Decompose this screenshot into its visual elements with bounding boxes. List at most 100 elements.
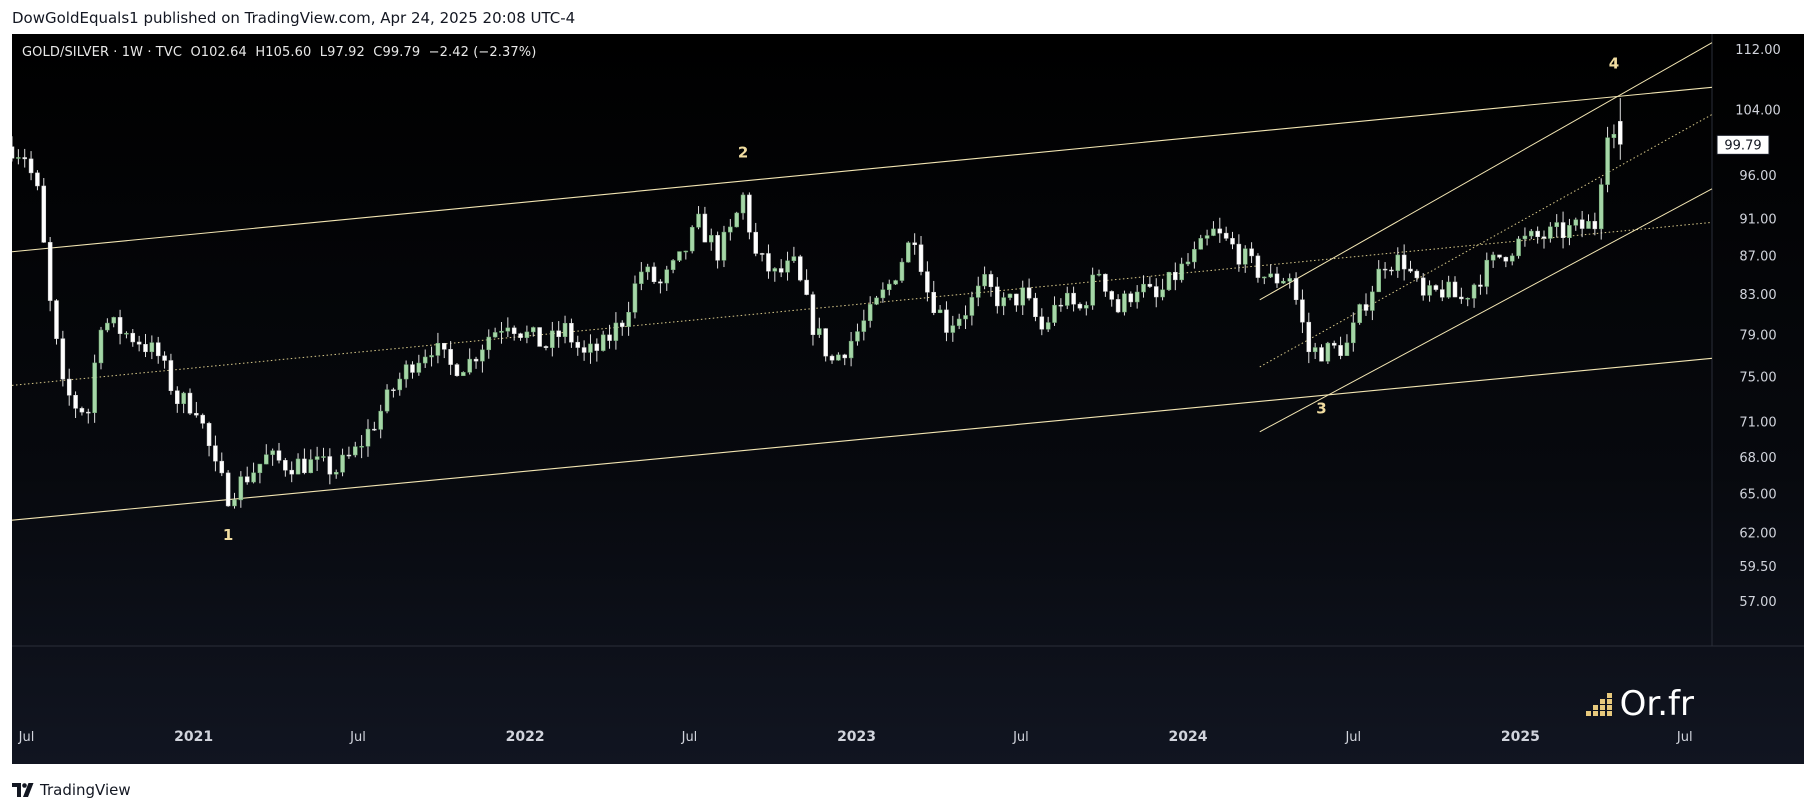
price-tick-label: 96.00 [1739,169,1776,184]
candle-up [1490,254,1496,261]
candle-down [810,294,816,335]
candle-up [435,342,441,356]
candle-up [785,260,790,273]
candle-up [333,471,339,475]
price-tick-label: 71.00 [1739,416,1776,431]
wave-label-2: 2 [738,143,748,161]
last-price-box [1716,134,1770,155]
channel-mid-line [12,221,1713,386]
candle-up [1567,225,1572,239]
candle-down [1331,342,1337,346]
candle-down [442,342,447,350]
candle-up [1122,293,1127,313]
candle-down [54,300,59,339]
candle-up [92,362,97,413]
candle-down [759,253,765,255]
candle-up [1007,293,1013,298]
tradingview-logo-icon [12,783,34,797]
time-axis-label: 2021 [174,729,213,745]
candle-down [1433,285,1439,290]
candle-down [86,411,91,414]
candle-up [677,251,682,261]
candle-down [136,341,142,345]
candle-up [893,280,898,285]
candle-up [937,309,943,313]
candle-down [346,454,352,457]
candle-down [581,347,587,353]
candle-down [155,342,161,357]
candle-up [467,358,472,373]
candle-up [1001,297,1006,307]
candle-up [1522,235,1528,240]
candle-up [1548,226,1553,239]
candle-down [1293,278,1299,300]
candle-up [124,332,129,335]
candle-down [1363,304,1369,311]
candle-up [1198,238,1203,250]
candle-down [22,157,27,160]
candle-down [575,341,581,348]
candle-up [772,268,778,272]
candle-down [225,472,231,507]
candle-up [969,297,975,316]
candle-up [359,445,364,448]
candle-up [232,499,237,507]
candle-down [1039,316,1045,330]
candle-up [264,454,269,465]
candle-down [1223,232,1229,239]
candle-up [1192,249,1197,263]
candle-down [219,460,225,474]
candle-up [270,450,275,455]
time-axis-label: Jul [18,730,35,745]
candle-up [886,283,892,290]
candle-up [1446,281,1451,298]
candle-up [1052,304,1057,323]
candle-up [429,355,434,358]
candle-up [899,261,905,281]
chart-panel[interactable]: 1 2 3 4 112.00 104.00 96.00 91.00 87.00 83.00 79.0… [12,34,1804,764]
candle-up [950,325,956,333]
time-axis-label: Jul [681,730,698,745]
candle-down [620,322,625,327]
candle-down [1077,303,1083,309]
candle-down [410,364,415,373]
candle-down [117,317,123,334]
candle-up [791,256,797,261]
wave-label-3: 3 [1316,399,1326,417]
tradingview-footer[interactable]: TradingView [12,780,131,800]
candle-down [1401,254,1407,270]
candle-up [664,269,670,284]
candle-down [1103,273,1108,292]
candle-up [1509,255,1515,262]
candle-down [200,414,205,424]
price-chart[interactable]: 1 2 3 4 112.00 104.00 96.00 91.00 87.00 83.00 79.0… [12,34,1804,764]
candle-up [422,356,428,364]
time-axis-label: Jul [1344,730,1361,745]
candle-up [505,327,511,332]
candle-down [778,268,784,273]
candle-up [1484,259,1490,287]
candle-up [1084,305,1089,309]
candle-down [35,172,40,187]
candle-down [1217,228,1223,234]
price-tick-label: 65.00 [1739,488,1776,503]
candle-up [1573,219,1579,226]
candle-up [1325,342,1331,362]
candle-down [715,235,720,261]
candle-down [1420,277,1426,296]
candle-up [353,446,358,456]
candle-up [645,266,650,273]
candle-down [79,408,85,413]
candle-down [829,355,835,361]
candle-up [1287,278,1292,282]
last-price-label: 99.79 [1724,138,1761,153]
candle-up [1160,289,1165,298]
candle-down [511,327,517,334]
candle-down [842,354,847,359]
candle-down [594,343,600,351]
candle-up [734,212,739,228]
candle-down [1128,293,1134,303]
candle-down [556,330,561,337]
candle-up [1268,273,1273,278]
candle-up [639,271,644,284]
